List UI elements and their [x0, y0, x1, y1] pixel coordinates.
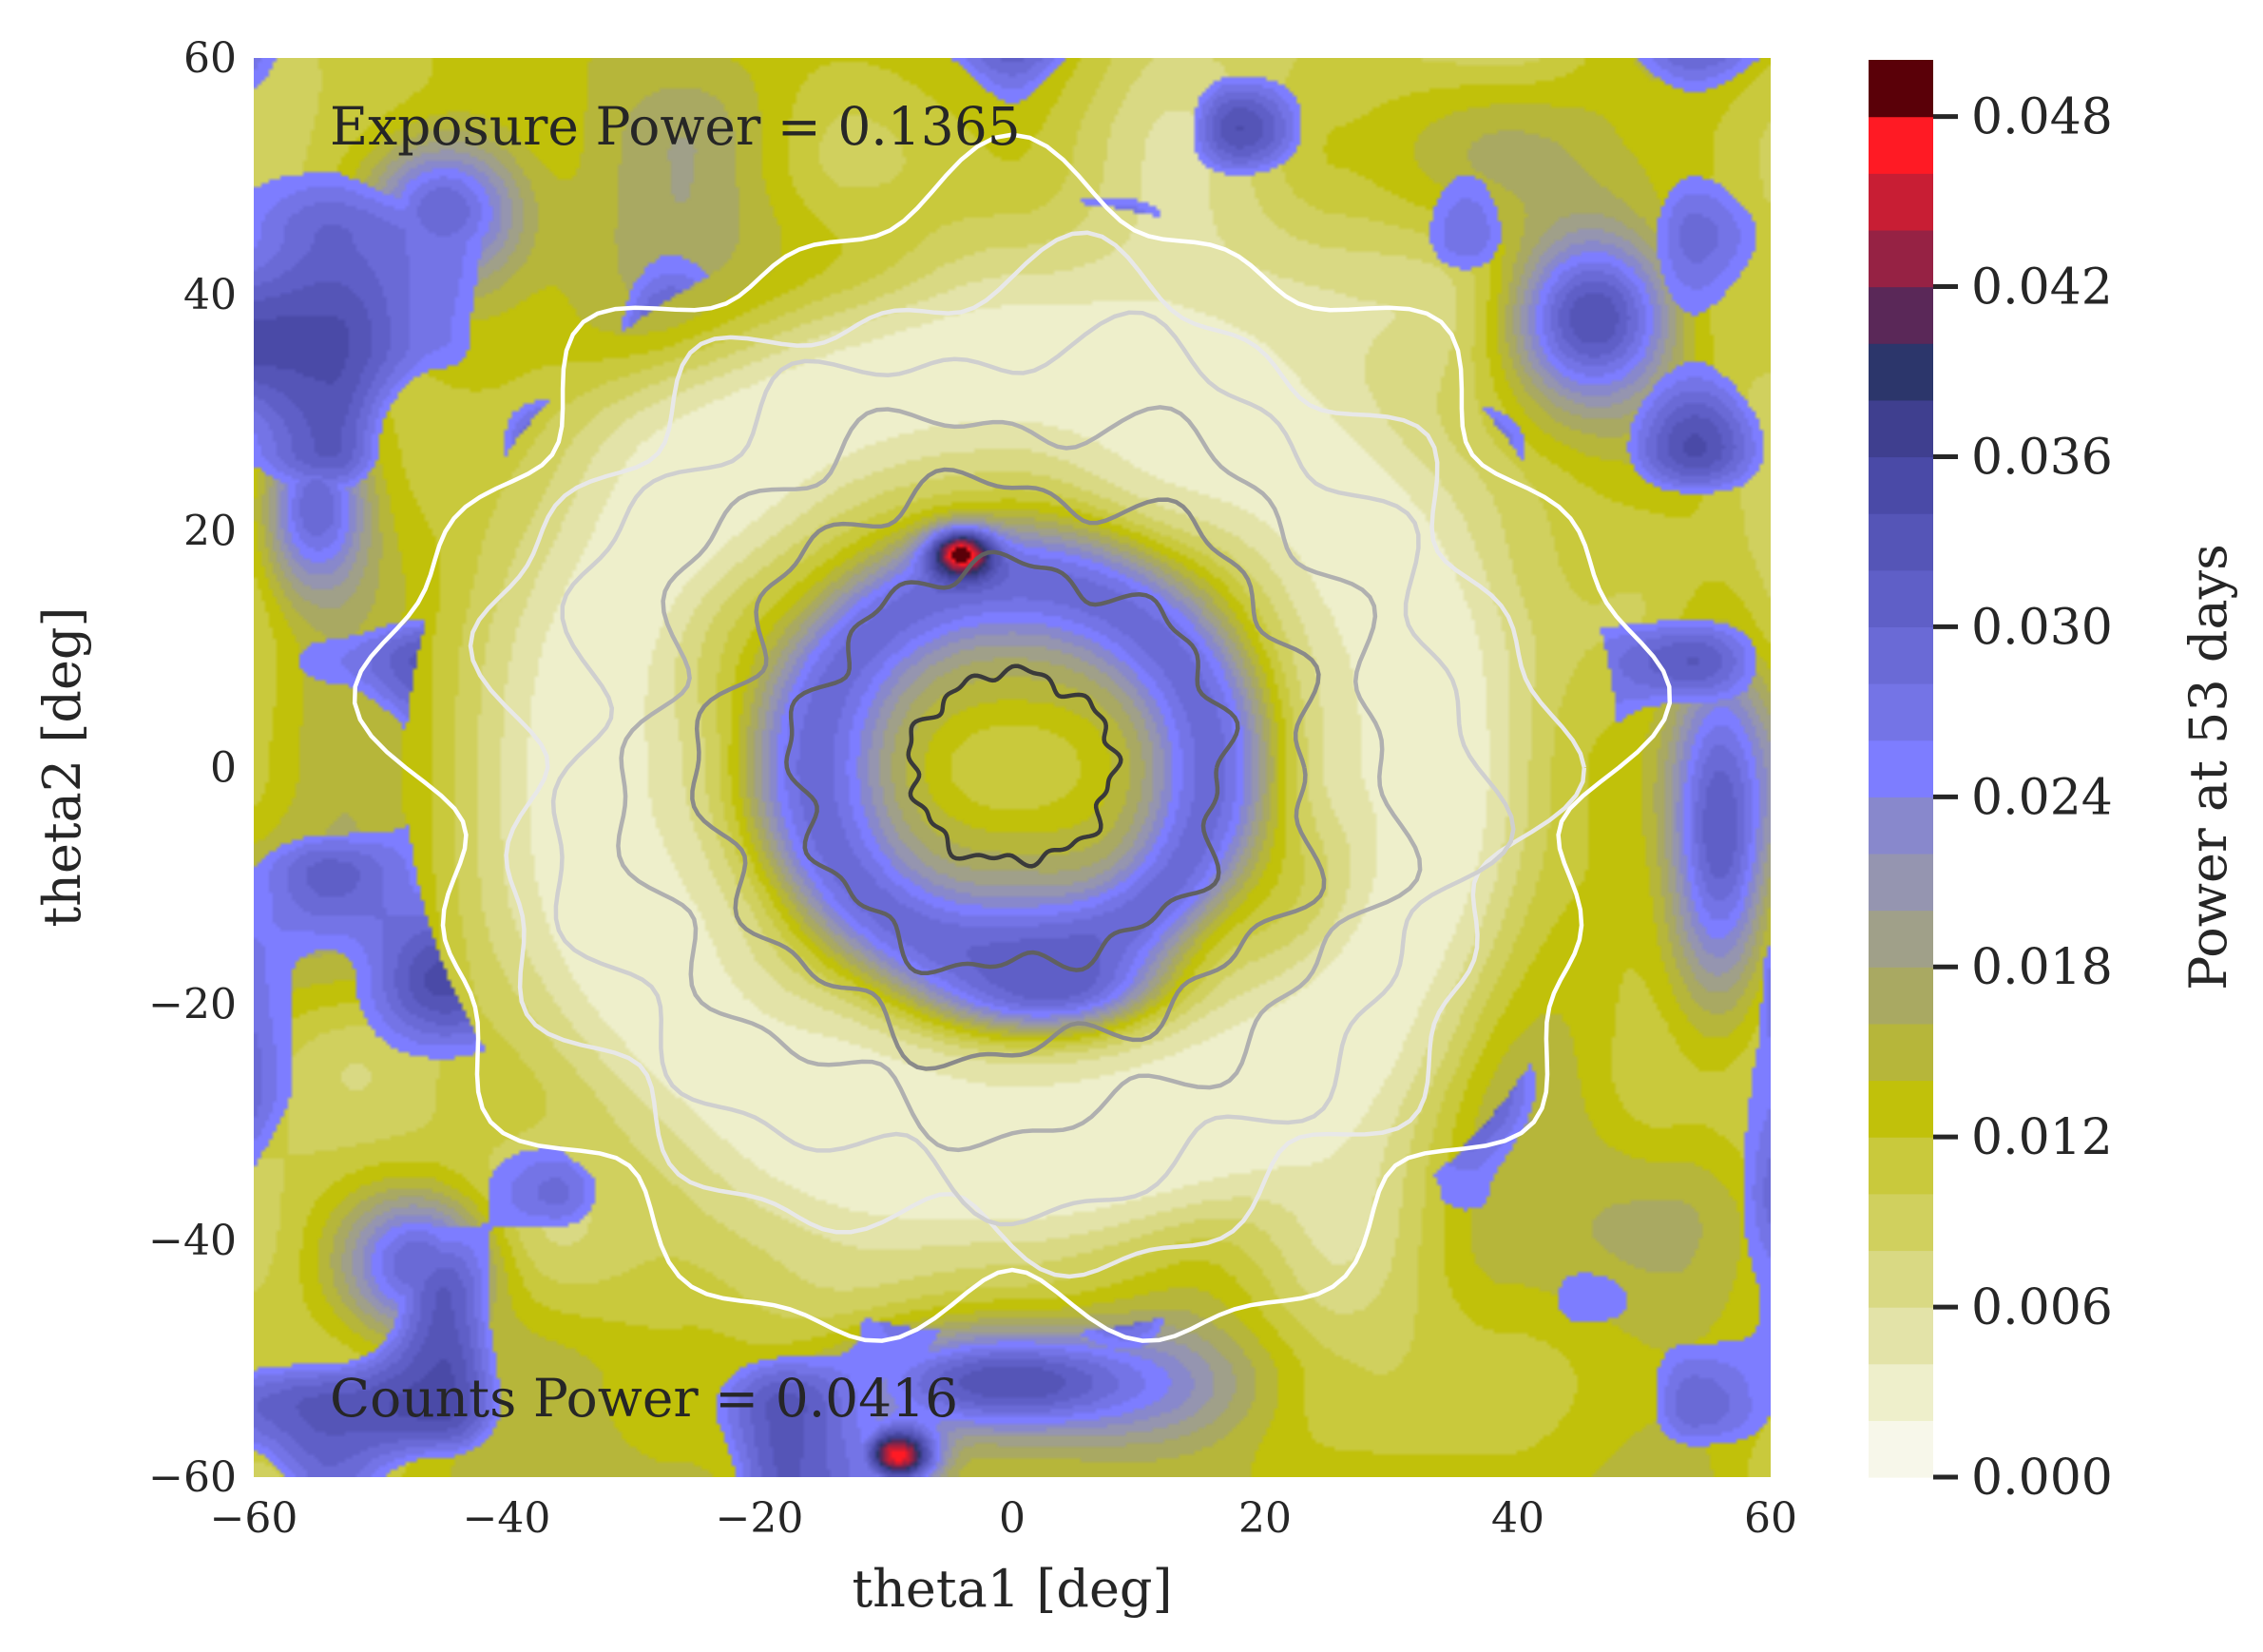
y-tick-label: 20: [183, 508, 237, 556]
exposure-power-annotation: Exposure Power = 0.1365: [330, 96, 1021, 157]
colorbar-segment: [1869, 1193, 1933, 1252]
colorbar-segment: [1869, 1023, 1933, 1082]
x-tick-label: 20: [1238, 1494, 1292, 1543]
colorbar-tick-label: 0.048: [1971, 89, 2113, 146]
colorbar-segment: [1869, 1137, 1933, 1195]
contour-line: [468, 230, 1587, 1279]
colorbar-segment: [1869, 399, 1933, 458]
contour-line: [352, 132, 1673, 1343]
colorbar-segment: [1869, 173, 1933, 231]
colorbar-segment: [1869, 343, 1933, 401]
colorbar-tick-label: 0.000: [1971, 1450, 2113, 1507]
colorbar-segment: [1869, 797, 1933, 855]
exposure-contour-lines: [352, 132, 1673, 1343]
x-tick-label: 60: [1744, 1494, 1797, 1543]
contour-line: [784, 549, 1240, 975]
y-axis-ticks: −60 −40 −20 0 20 40 60: [148, 34, 237, 1502]
colorbar-tick-label: 0.036: [1971, 429, 2113, 486]
colorbar-segment: [1869, 513, 1933, 571]
plot-area: [254, 58, 1771, 1477]
x-axis-ticks: −60 −40 −20 0 20 40 60: [210, 1494, 1797, 1543]
colorbar-segment: [1869, 229, 1933, 288]
colorbar-segment: [1869, 116, 1933, 174]
colorbar-segment: [1869, 1250, 1933, 1308]
contour-line: [550, 310, 1516, 1227]
x-axis-label: theta1 [deg]: [852, 1559, 1172, 1619]
counts-power-annotation: Counts Power = 0.0416: [330, 1368, 958, 1429]
contour-line: [906, 663, 1123, 869]
colorbar-segment: [1869, 1420, 1933, 1478]
power-heatmap: [254, 58, 1771, 1477]
colorbar-segment: [1869, 1080, 1933, 1138]
colorbar-label: Power at 53 days: [2178, 544, 2238, 990]
y-tick-label: −60: [148, 1453, 237, 1502]
y-tick-label: −40: [148, 1217, 237, 1265]
colorbar-segment: [1869, 1307, 1933, 1365]
colorbar-segment: [1869, 1363, 1933, 1421]
contour-line: [616, 405, 1423, 1153]
colorbar-segment: [1869, 740, 1933, 797]
colorbar-tick-label: 0.006: [1971, 1279, 2113, 1336]
y-tick-label: −20: [148, 980, 237, 1028]
colorbar-segment: [1869, 456, 1933, 514]
y-tick-label: 40: [183, 271, 237, 319]
colorbar-tick-label: 0.042: [1971, 259, 2113, 317]
x-tick-label: −40: [463, 1494, 551, 1543]
colorbar-segment: [1869, 967, 1933, 1025]
colorbar-segment: [1869, 569, 1933, 627]
colorbar-tick-label: 0.012: [1971, 1109, 2113, 1166]
colorbar-segment: [1869, 286, 1933, 344]
colorbar: [1869, 60, 1933, 1478]
x-tick-label: 0: [999, 1494, 1026, 1543]
colorbar-tick-label: 0.018: [1971, 939, 2113, 996]
contour-line: [690, 467, 1327, 1071]
colorbar-ticks: 0.000 0.006 0.012 0.018 0.024 0.030 0.036 0.042…: [1933, 89, 2113, 1507]
y-tick-label: 60: [183, 34, 237, 83]
colorbar-segment: [1869, 626, 1933, 684]
x-tick-label: 40: [1491, 1494, 1544, 1543]
y-tick-label: 0: [210, 744, 237, 793]
colorbar-tick-label: 0.030: [1971, 599, 2113, 656]
colorbar-segment: [1869, 683, 1933, 741]
colorbar-segment: [1869, 853, 1933, 912]
x-tick-label: −20: [716, 1494, 804, 1543]
x-tick-label: −60: [210, 1494, 298, 1543]
colorbar-tick-label: 0.024: [1971, 769, 2113, 826]
colorbar-segment: [1869, 910, 1933, 968]
colorbar-segment: [1869, 60, 1933, 118]
y-axis-label: theta2 [deg]: [32, 606, 92, 927]
